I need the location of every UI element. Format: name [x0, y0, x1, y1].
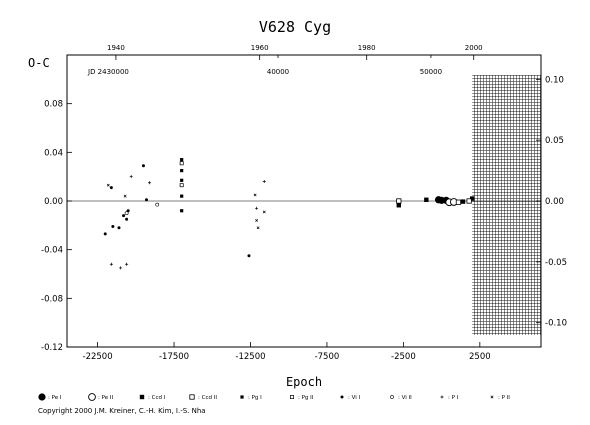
chart-title: V628 Cyg: [259, 18, 331, 36]
data-point: [117, 226, 121, 230]
data-point: [455, 199, 462, 205]
data-point: [253, 193, 257, 197]
legend-marker: [189, 394, 195, 400]
data-point: [125, 262, 129, 266]
y-right-tick-label: 0.05: [545, 136, 564, 146]
year-tick-label: 1980: [358, 44, 376, 52]
legend-marker: [390, 395, 394, 399]
data-point: [255, 206, 259, 210]
legend-marker: [490, 395, 494, 399]
data-points: [103, 158, 475, 270]
data-point: [180, 158, 184, 162]
y-right-tick-label: -0.05: [545, 258, 567, 268]
x-axis-label: Epoch: [286, 375, 322, 389]
y-axis-label: O-C: [28, 56, 50, 70]
legend-label: : Ccd II: [198, 395, 217, 401]
legend-marker: [38, 393, 46, 401]
y-tick-label: -0.12: [41, 343, 63, 353]
legend-label: : P II: [498, 395, 510, 401]
data-point: [122, 214, 126, 218]
data-point: [469, 196, 475, 201]
legend-label: : Pg I: [248, 395, 262, 401]
data-point: [396, 203, 401, 208]
y-tick-label: 0.00: [44, 197, 63, 207]
data-point: [123, 194, 127, 198]
legend-marker: [240, 395, 244, 399]
data-point: [125, 217, 129, 221]
legend-marker: [290, 395, 294, 399]
legend-marker: [340, 395, 344, 399]
jd-label: JD 2430000: [87, 68, 129, 76]
data-point: [179, 183, 184, 188]
x-tick-label: -17500: [159, 352, 189, 362]
data-point: [106, 183, 110, 187]
legend-label: : Pg II: [298, 395, 314, 401]
data-point: [255, 219, 259, 222]
data-point: [262, 210, 266, 214]
data-point: [180, 168, 184, 173]
hatched-region: [472, 75, 541, 335]
data-point: [256, 226, 260, 230]
legend-label: : Ccd I: [148, 395, 166, 401]
data-point: [180, 178, 184, 182]
x-tick-label: -7500: [315, 352, 340, 362]
data-point: [111, 225, 115, 229]
data-point: [424, 197, 429, 202]
axis-ticks: -22500 -17500 -12500 -7500 -2500 2500 -0.12 -0.…: [41, 44, 567, 362]
data-point: [180, 194, 184, 198]
data-point: [247, 254, 251, 258]
y-tick-label: -0.08: [41, 294, 63, 304]
jd-tick-label: 50000: [420, 68, 442, 76]
year-tick-label: 1940: [107, 44, 125, 52]
copyright-text: Copyright 2000 J.M. Kreiner, C.-H. Kim, …: [38, 407, 206, 415]
year-tick-label: 2000: [465, 44, 483, 52]
y-right-tick-label: 0.10: [545, 75, 564, 85]
data-point: [129, 175, 133, 179]
legend-label: : Vi II: [398, 395, 412, 401]
legend-marker: [88, 393, 96, 401]
data-point: [124, 211, 129, 216]
legend-label: : Vi I: [348, 395, 361, 401]
legend-marker: [440, 395, 444, 399]
y-right-tick-label: 0.00: [545, 197, 564, 207]
year-tick-label: 1960: [251, 44, 269, 52]
data-point: [396, 198, 402, 204]
data-point: [460, 199, 466, 204]
x-tick-label: 2500: [469, 352, 491, 362]
data-point: [179, 161, 184, 166]
legend: : Pe I : Pe II : Ccd I : Ccd II : Pg I : Pg I…: [38, 393, 510, 401]
x-tick-label: -12500: [235, 352, 265, 362]
data-point: [262, 180, 266, 184]
data-point: [119, 266, 123, 270]
data-point: [109, 262, 113, 266]
data-point: [103, 232, 107, 236]
jd-tick-label: 40000: [267, 68, 289, 76]
data-point: [155, 202, 160, 207]
legend-marker: [139, 394, 145, 400]
data-point: [466, 198, 472, 204]
legend-label: : Pe II: [98, 395, 113, 401]
y-right-tick-label: -0.10: [545, 319, 567, 329]
data-point: [180, 209, 184, 213]
data-point: [109, 186, 113, 190]
data-point: [148, 181, 152, 185]
y-tick-label: 0.04: [44, 148, 63, 158]
x-tick-label: -2500: [391, 352, 416, 362]
data-point: [145, 198, 149, 202]
data-point: [141, 164, 145, 168]
legend-label: : P I: [448, 395, 459, 401]
y-tick-label: -0.04: [41, 246, 63, 256]
y-tick-label: 0.08: [44, 100, 63, 110]
legend-label: : Pe I: [48, 395, 62, 401]
x-tick-label: -22500: [83, 352, 113, 362]
